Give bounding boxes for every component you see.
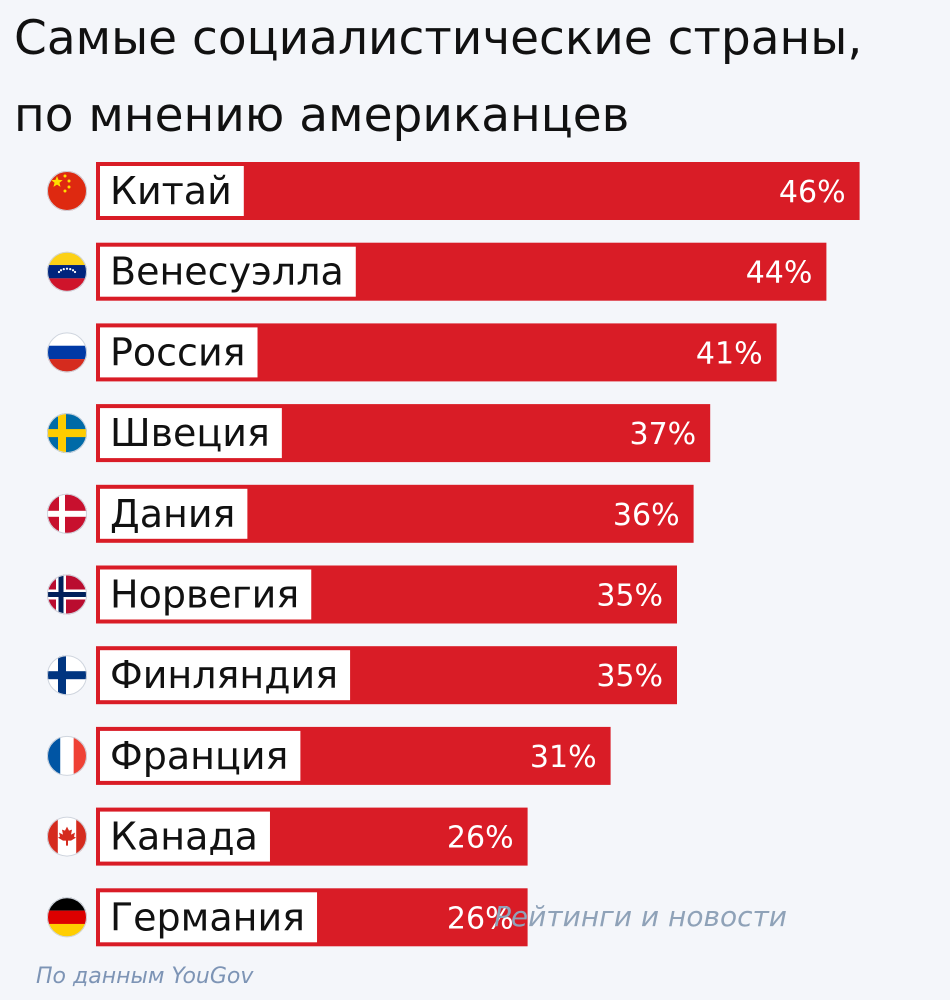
value-label: 35% xyxy=(596,579,663,614)
value-label: 46% xyxy=(779,175,846,210)
bar-row: Швеция 37% xyxy=(47,404,711,463)
bar-row: Финляндия 35% xyxy=(47,646,677,705)
category-label: Франция xyxy=(110,734,288,778)
china-flag-icon xyxy=(47,171,87,211)
category-label-box xyxy=(100,408,282,459)
bar-row: Германия 26% xyxy=(47,888,528,947)
bar-row: Канада 26% xyxy=(47,807,528,866)
category-label-box xyxy=(100,166,244,216)
denmark-flag-icon xyxy=(47,493,87,534)
bar-row: Россия 41% xyxy=(47,323,777,382)
venezuela-flag-icon xyxy=(47,251,87,292)
category-label-box xyxy=(100,569,312,620)
category-label: Норвегия xyxy=(110,573,299,617)
category-label: Китай xyxy=(110,169,232,213)
category-label-box xyxy=(100,730,301,781)
category-label-box xyxy=(100,246,356,297)
bar-row: Франция 31% xyxy=(47,726,611,785)
chart-title: Самые социалистические страны, по мнению… xyxy=(14,0,862,154)
bar-row: Дания 36% xyxy=(47,484,694,543)
value-label: 41% xyxy=(696,336,763,371)
category-label: Швеция xyxy=(110,411,270,455)
finland-flag-icon xyxy=(47,655,87,696)
credit-text: Рейтинги и новости xyxy=(494,900,788,933)
category-label: Россия xyxy=(110,330,246,374)
title-line-2: по мнению американцев xyxy=(14,88,630,143)
value-label: 44% xyxy=(746,256,813,291)
canada-flag-icon xyxy=(47,816,87,857)
value-label: 35% xyxy=(596,659,663,694)
norway-flag-icon xyxy=(47,574,87,615)
category-label-box xyxy=(100,811,270,862)
title-line-1: Самые социалистические страны, xyxy=(14,11,863,66)
category-label: Дания xyxy=(110,492,235,536)
france-flag-icon xyxy=(47,735,87,776)
category-label-box xyxy=(100,327,258,378)
category-label-box xyxy=(100,892,318,943)
value-label: 26% xyxy=(447,901,514,936)
value-label: 26% xyxy=(447,821,514,856)
sweden-flag-icon xyxy=(47,413,87,454)
bar-row: Венесуэлла 44% xyxy=(47,242,827,301)
source-note: По данным YouGov xyxy=(36,964,254,989)
category-label-box xyxy=(100,488,248,539)
bar-row: Норвегия 35% xyxy=(47,565,677,624)
russia-flag-icon xyxy=(47,332,87,373)
category-label-box xyxy=(100,650,351,701)
germany-flag-icon xyxy=(47,897,87,938)
category-label: Финляндия xyxy=(110,653,338,697)
category-label: Венесуэлла xyxy=(110,250,344,294)
value-label: 31% xyxy=(530,740,597,775)
category-label: Германия xyxy=(110,895,305,939)
bar-row: Китай 46% xyxy=(47,162,860,220)
category-label: Канада xyxy=(110,815,258,859)
value-label: 37% xyxy=(630,417,697,452)
value-label: 36% xyxy=(613,498,680,533)
